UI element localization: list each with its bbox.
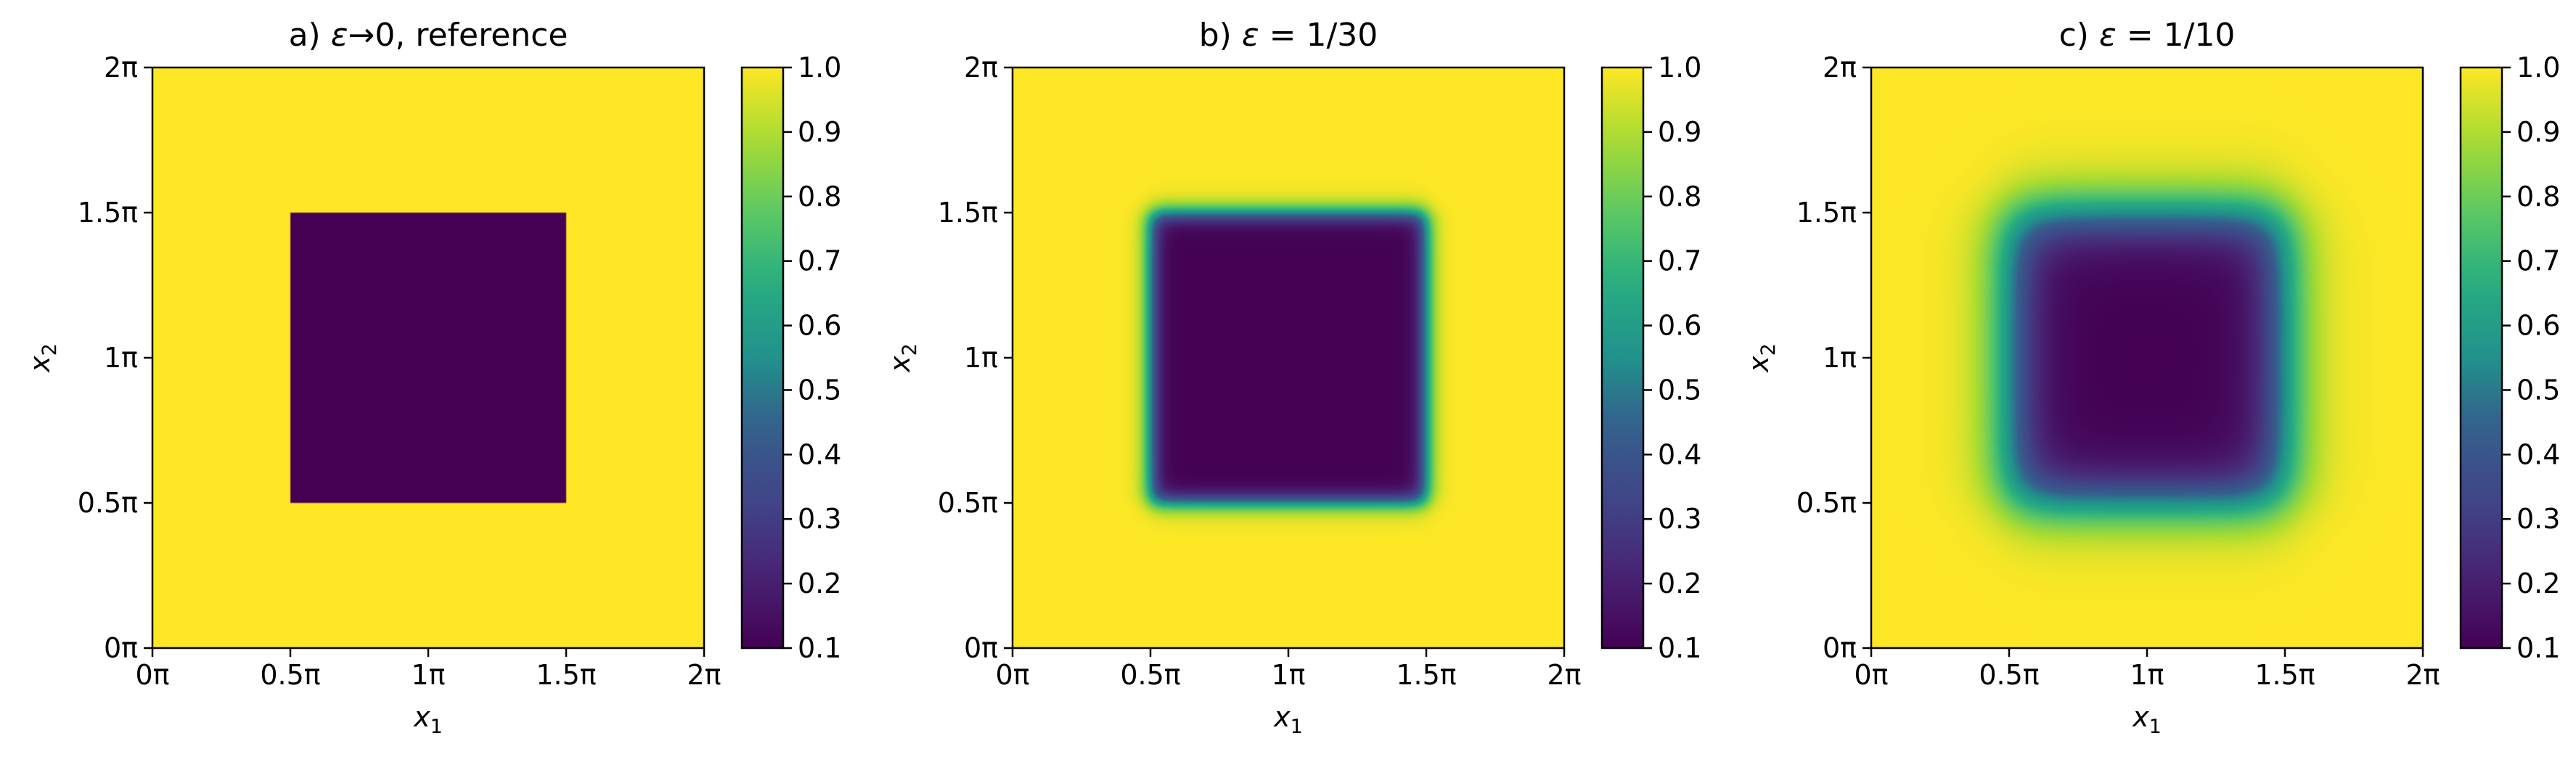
colorbar-tick-label: 0.6 [2516, 310, 2560, 342]
y-tick-label: 1.5π [78, 197, 138, 229]
y-tick-label: 1.5π [938, 197, 998, 229]
x-axis-label: x1 [1273, 701, 1303, 738]
y-tick-label: 1π [1823, 342, 1857, 374]
x-tick-label: 2π [2405, 659, 2440, 691]
colorbar-frame [2459, 66, 2503, 650]
colorbar-tick-label: 0.1 [1658, 632, 1701, 664]
colorbar-tick-label: 0.5 [1658, 374, 1701, 406]
colorbar-gradient [1602, 67, 1643, 648]
y-tick-label: 2π [964, 52, 998, 83]
panel-b: 0π 0.5π 1π 1.5π 2π 0π 0.5π 1π 1.5π 2π b) ε = 1/30 x… [884, 17, 1701, 738]
y-tick-label: 2π [104, 52, 138, 83]
x-tick-label: 1.5π [2254, 659, 2315, 691]
y-tick-label: 0.5π [1796, 487, 1857, 519]
y-tick-label: 0π [1823, 632, 1857, 664]
colorbar-tick-label: 0.9 [2516, 116, 2560, 148]
y-tick-label: 0π [104, 632, 138, 664]
panel-title-epsilon: ε [1242, 17, 1259, 54]
panel-title: b) ε = 1/30 [1199, 17, 1378, 54]
panel-title-prefix: a) [289, 17, 331, 54]
panel-title-epsilon: ε [331, 17, 348, 54]
colorbar-tick-label: 0.4 [1658, 438, 1701, 470]
colorbar-tick-label: 0.9 [798, 116, 841, 148]
colorbar: 0.1 0.2 0.3 0.4 0.5 0.6 0.7 0.8 0.9 1.0 [2459, 52, 2560, 664]
colorbar-gradient [742, 67, 783, 648]
colorbar-tick-label: 0.3 [2516, 503, 2560, 535]
x-tick-label: 1π [1271, 659, 1305, 691]
colorbar-tick-label: 0.8 [798, 181, 841, 213]
panel-title-rest: = 1/10 [2117, 17, 2236, 54]
colorbar-frame [1600, 66, 1645, 650]
colorbar-gradient [2461, 67, 2502, 648]
y-tick-label: 0.5π [78, 487, 138, 519]
panel-title-epsilon: ε [2099, 17, 2117, 54]
colorbar-tick-label: 1.0 [1658, 52, 1701, 83]
colorbar-tick-label: 0.5 [2516, 374, 2560, 406]
colorbar-tick-label: 0.9 [1658, 116, 1701, 148]
colorbar-tick-label: 0.6 [1658, 310, 1701, 342]
y-axis-label: x2 [884, 343, 921, 373]
x-axis-label: x1 [413, 701, 443, 738]
x-tick-label: 1π [2130, 659, 2164, 691]
y-tick-label: 0.5π [938, 487, 998, 519]
colorbar-tick-label: 0.2 [1658, 568, 1701, 599]
x-tick-label: 1.5π [536, 659, 596, 691]
colorbar-tick-label: 0.7 [798, 245, 841, 277]
colorbar-tick-label: 0.7 [1658, 245, 1701, 277]
panel-c: 0π 0.5π 1π 1.5π 2π 0π 0.5π 1π 1.5π 2π c) ε = 1/10 x… [1743, 17, 2560, 738]
x-tick-label: 2π [1547, 659, 1581, 691]
colorbar-tick-label: 1.0 [2516, 52, 2560, 83]
colorbar-frame [740, 66, 785, 650]
x-tick-label: 0.5π [1979, 659, 2039, 691]
colorbar-tick-label: 0.2 [2516, 568, 2560, 599]
panel-title-rest: = 1/30 [1259, 17, 1378, 54]
y-axis-label: x2 [1743, 343, 1780, 373]
colorbar-tick-label: 0.8 [1658, 181, 1701, 213]
heatmap-image [1871, 67, 2423, 648]
colorbar: 0.1 0.2 0.3 0.4 0.5 0.6 0.7 0.8 0.9 1.0 [1600, 52, 1701, 664]
panel-title-rest: →0, reference [348, 17, 568, 54]
x-tick-label: 0.5π [1120, 659, 1180, 691]
heatmap-image [152, 67, 704, 648]
x-tick-label: 0π [1854, 659, 1888, 691]
colorbar-tick-label: 0.1 [2516, 632, 2560, 664]
colorbar-tick-label: 0.6 [798, 310, 841, 342]
x-axis-label: x1 [2132, 701, 2162, 738]
heatmap-image [1013, 67, 1564, 648]
colorbar-tick-label: 0.2 [798, 568, 841, 599]
panel-title: c) ε = 1/10 [2059, 17, 2236, 54]
y-tick-label: 2π [1823, 52, 1857, 83]
colorbar-tick-label: 0.1 [798, 632, 841, 664]
colorbar-tick-label: 0.3 [1658, 503, 1701, 535]
y-tick-label: 1π [104, 342, 138, 374]
panel-title-prefix: c) [2059, 17, 2099, 54]
y-tick-label: 0π [964, 632, 998, 664]
colorbar: 0.1 0.2 0.3 0.4 0.5 0.6 0.7 0.8 0.9 1.0 [740, 52, 841, 664]
x-tick-label: 2π [687, 659, 721, 691]
panel-a: 0π 0.5π 1π 1.5π 2π 0π 0.5π 1π 1.5π 2π a) ε→0, refe… [24, 17, 841, 738]
colorbar-tick-label: 0.5 [798, 374, 841, 406]
colorbar-tick-label: 0.4 [798, 438, 841, 470]
x-tick-label: 1π [411, 659, 445, 691]
colorbar-tick-label: 0.7 [2516, 245, 2560, 277]
x-tick-label: 0π [995, 659, 1029, 691]
panel-title: a) ε→0, reference [289, 17, 568, 54]
y-axis-label: x2 [24, 343, 61, 373]
panel-title-prefix: b) [1199, 17, 1242, 54]
colorbar-tick-label: 0.3 [798, 503, 841, 535]
x-tick-label: 0.5π [260, 659, 320, 691]
y-tick-label: 1π [964, 342, 998, 374]
colorbar-tick-label: 0.8 [2516, 181, 2560, 213]
x-tick-label: 0π [135, 659, 169, 691]
colorbar-tick-label: 0.4 [2516, 438, 2560, 470]
y-tick-label: 1.5π [1796, 197, 1857, 229]
x-tick-label: 1.5π [1396, 659, 1456, 691]
colorbar-tick-label: 1.0 [798, 52, 841, 83]
